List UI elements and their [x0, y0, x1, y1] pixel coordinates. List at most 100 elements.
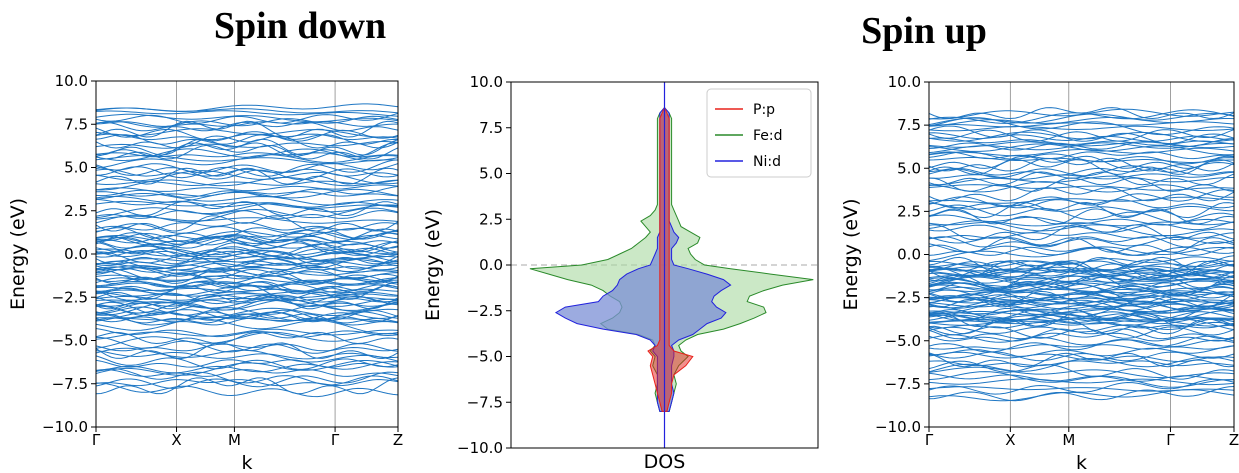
spin-down-band-line [96, 228, 398, 249]
spin-down-band-line [96, 203, 398, 219]
spin-up-frame [928, 81, 1235, 428]
spin-down-band-line [96, 262, 398, 271]
spin-up-band-line [929, 129, 1234, 142]
spin-down-band-line [96, 215, 398, 232]
spin-up-title: Spin up [861, 10, 987, 52]
spin-up-band-line [929, 334, 1234, 348]
spin-up-band-line [929, 151, 1234, 160]
spin-down-band-line [96, 162, 398, 174]
spin-up-band-line [929, 221, 1234, 234]
spin-up-band-line [929, 288, 1234, 295]
spin-down-band-line [96, 215, 398, 224]
spin-up-band-line [929, 335, 1234, 353]
spin-down-ytick-label: −2.5 [52, 288, 88, 306]
spin-down-band-line [96, 268, 398, 286]
spin-up-band-line [929, 328, 1234, 340]
spin-up-band-line [929, 263, 1234, 272]
spin-down-ylabel: Energy (eV) [7, 198, 29, 310]
spin-down-xtick-label: X [171, 431, 181, 449]
spin-up-band-line [929, 255, 1234, 273]
spin-down-bands [96, 81, 398, 427]
spin-down-band-line [96, 294, 398, 303]
spin-down-band-line [96, 377, 398, 395]
spin-up-ytick-label: 0.0 [897, 246, 921, 264]
spin-up-band-line [929, 171, 1234, 180]
spin-down-band-line [96, 121, 398, 132]
spin-down-band-line [96, 240, 398, 257]
spin-down-band-line [96, 359, 398, 368]
spin-down-band-line [96, 342, 398, 360]
spin-up-band-panel: 10.0 7.5 5.0 2.5 0.0 −2.5 −5.0 −7.5 −10.0 Energy … [840, 73, 1239, 473]
dos-legend-label-fe-d: Fe:d [753, 128, 783, 144]
spin-down-band-line [96, 152, 398, 158]
spin-up-band-line [929, 202, 1234, 213]
spin-up-ytick-label: −5.0 [885, 332, 921, 350]
spin-up-ytick-label: 7.5 [897, 116, 921, 134]
spin-up-band-line [929, 189, 1234, 208]
spin-up-band-line [929, 214, 1234, 226]
spin-up-band-line [929, 351, 1234, 363]
dos-panel: 10.0 7.5 5.0 2.5 0.0 −2.5 −5.0 −7.5 −10.0 Energy … [422, 73, 819, 473]
spin-down-band-line [96, 200, 398, 209]
spin-up-band-line [929, 344, 1234, 350]
spin-down-band-line [96, 257, 398, 269]
dos-ytick-label: 5.0 [479, 165, 503, 183]
spin-down-ytick-label: 2.5 [64, 202, 88, 220]
spin-down-band-line [96, 191, 398, 197]
spin-up-band-line [929, 167, 1234, 176]
spin-down-band-line [96, 168, 398, 177]
spin-down-band-line [96, 198, 398, 208]
spin-down-title: Spin down [214, 5, 386, 47]
spin-up-band-line [929, 187, 1234, 202]
spin-down-band-line [96, 232, 398, 253]
spin-up-xlabel: k [1076, 452, 1087, 473]
dos-p-p-area [647, 106, 694, 412]
spin-down-band-line [96, 261, 398, 277]
spin-up-xtick-label: X [1005, 431, 1015, 449]
spin-up-band-line [929, 308, 1234, 318]
dos-legend: P:p Fe:d Ni:d [706, 88, 812, 178]
dos-ytick-label: −2.5 [467, 302, 503, 320]
spin-up-band-line [929, 386, 1234, 392]
spin-down-band-line [96, 360, 398, 376]
spin-down-band-line [96, 134, 398, 145]
spin-up-band-line [929, 196, 1234, 204]
spin-down-band-line [96, 305, 398, 321]
spin-down-band-line [96, 103, 398, 112]
spin-down-band-line [96, 167, 398, 185]
spin-down-band-line [96, 227, 398, 243]
dos-legend-label-ni-d: Ni:d [753, 154, 781, 170]
spin-up-xtick-label: M [1062, 431, 1075, 449]
spin-down-ytick-label: 10.0 [55, 72, 88, 90]
spin-down-band-line [96, 328, 398, 340]
dos-ni-d-area [554, 106, 732, 412]
spin-down-band-line [96, 112, 398, 124]
spin-up-ylabel: Energy (eV) [840, 198, 862, 310]
spin-up-band-line [929, 313, 1234, 325]
spin-up-band-line [929, 143, 1234, 156]
spin-down-xtick-label: Γ [331, 431, 340, 449]
dos-legend-box [706, 88, 812, 178]
spin-down-band-line [96, 291, 398, 297]
spin-down-band-line [96, 229, 398, 244]
spin-up-band-line [929, 279, 1234, 292]
spin-up-band-line [929, 137, 1234, 146]
dos-ytick-label: 0.0 [479, 256, 503, 274]
spin-up-band-line [929, 283, 1234, 296]
spin-down-band-line [96, 159, 398, 179]
spin-up-band-line [929, 138, 1234, 151]
spin-up-band-line [929, 184, 1234, 191]
spin-up-band-line [929, 199, 1234, 209]
spin-down-band-line [96, 247, 398, 256]
spin-down-band-line [96, 294, 398, 310]
spin-up-band-line [929, 318, 1234, 327]
spin-up-band-line [929, 345, 1234, 357]
dos-ytick-label: −5.0 [467, 348, 503, 366]
spin-up-band-line [929, 272, 1234, 284]
spin-down-band-line [96, 222, 398, 231]
spin-down-band-line [96, 121, 398, 127]
spin-up-band-line [929, 155, 1234, 169]
spin-down-ytick-label: −10.0 [42, 418, 88, 436]
spin-down-band-line [96, 193, 398, 206]
